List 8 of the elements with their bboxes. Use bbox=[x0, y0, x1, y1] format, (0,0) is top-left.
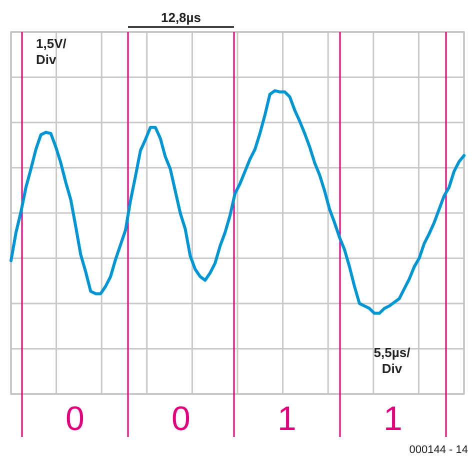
text: 1,5V/ Div bbox=[36, 36, 67, 67]
text: 1 bbox=[384, 400, 402, 438]
text: 0 bbox=[66, 400, 84, 438]
text: 5,5µs/ Div bbox=[374, 345, 411, 376]
text: 12,8µs bbox=[160, 10, 202, 25]
text: 1 bbox=[278, 400, 296, 438]
text: 0 bbox=[172, 400, 190, 438]
text: 000144 - 14 bbox=[409, 444, 468, 456]
